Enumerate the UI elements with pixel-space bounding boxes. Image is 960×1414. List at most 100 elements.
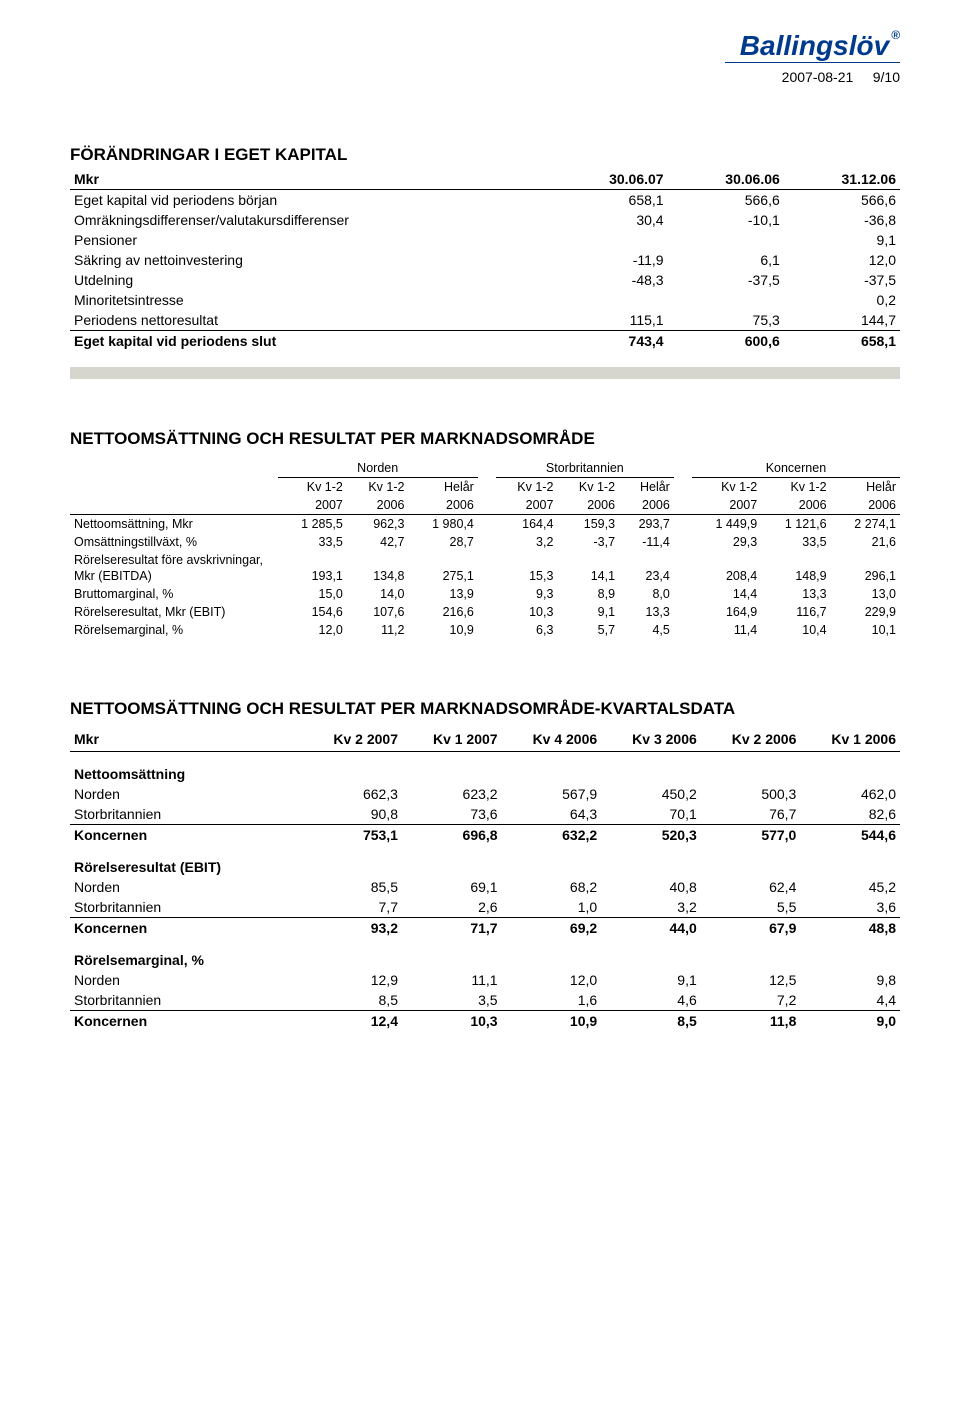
quarterly-cell: 632,2 [502,825,602,846]
market-cell [831,551,900,567]
quarterly-row-label: Storbritannien [70,897,302,918]
market-cell: -3,7 [557,533,619,551]
equity-mkr-label: Mkr [70,169,551,190]
quarterly-cell: 44,0 [601,918,701,939]
market-subheader: Kv 1-2 [496,478,558,497]
logo-name: Ballingslöv [740,30,889,62]
doc-date: 2007-08-21 [782,69,854,85]
market-row-label: Rörelseresultat, Mkr (EBIT) [70,603,278,621]
market-group-header: Koncernen [692,459,900,478]
market-cell [496,551,558,567]
market-cell: 11,2 [347,621,409,639]
market-cell: 13,0 [831,585,900,603]
quarterly-cell: 4,6 [601,990,701,1011]
market-row-label: Mkr (EBITDA) [70,567,278,585]
equity-cell: 566,6 [668,190,784,211]
equity-cell: -36,8 [784,210,900,230]
equity-cell: 9,1 [784,230,900,250]
quarterly-row-label: Storbritannien [70,990,302,1011]
market-cell: 193,1 [278,567,347,585]
quarterly-row-label: Koncernen [70,1011,302,1032]
logo: Ballingslöv ® [725,30,900,63]
page: Ballingslöv ® 2007-08-21 9/10 FÖRÄNDRING… [0,0,960,1071]
quarterly-table: MkrKv 2 2007Kv 1 2007Kv 4 2006Kv 3 2006K… [70,729,900,1031]
quarterly-cell: 12,5 [701,970,801,990]
quarterly-cell: 696,8 [402,825,502,846]
quarterly-cell: 3,2 [601,897,701,918]
market-cell: 1 980,4 [408,515,477,534]
quarterly-row-label: Koncernen [70,918,302,939]
market-cell: 10,4 [761,621,830,639]
quarterly-cell: 69,1 [402,877,502,897]
market-cell: 14,1 [557,567,619,585]
market-cell [347,551,409,567]
equity-row-label: Eget kapital vid periodens början [70,190,551,211]
equity-cell: -37,5 [784,270,900,290]
quarterly-cell: 4,4 [800,990,900,1011]
quarterly-cell: 10,3 [402,1011,502,1032]
equity-cell: 6,1 [668,250,784,270]
market-cell: 12,0 [278,621,347,639]
market-cell: 9,3 [496,585,558,603]
market-cell: 21,6 [831,533,900,551]
market-cell: 4,5 [619,621,674,639]
quarterly-cell: 567,9 [502,784,602,804]
equity-row-label: Eget kapital vid periodens slut [70,331,551,352]
market-subheader: Helår [831,478,900,497]
quarterly-cell: 93,2 [302,918,402,939]
quarterly-cell: 69,2 [502,918,602,939]
market-cell: 13,3 [619,603,674,621]
quarterly-row-label: Koncernen [70,825,302,846]
quarterly-cell: 577,0 [701,825,801,846]
equity-title: FÖRÄNDRINGAR I EGET KAPITAL [70,145,900,165]
equity-cell: 115,1 [551,310,667,331]
quarterly-cell: 71,7 [402,918,502,939]
market-cell: 11,4 [692,621,761,639]
equity-cell: 0,2 [784,290,900,310]
quarterly-cell: 462,0 [800,784,900,804]
market-subheader-year: 2006 [761,496,830,515]
market-cell: 275,1 [408,567,477,585]
market-cell [408,551,477,567]
quarterly-cell: 9,0 [800,1011,900,1032]
quarterly-cell: 500,3 [701,784,801,804]
quarterly-col-header: Kv 2 2007 [302,729,402,752]
quarterly-col-header: Kv 2 2006 [701,729,801,752]
quarterly-section-title: Nettoomsättning [70,752,900,785]
market-cell [557,551,619,567]
quarterly-col-header: Kv 3 2006 [601,729,701,752]
market-cell: 1 285,5 [278,515,347,534]
market-subheader-year: 2006 [347,496,409,515]
equity-cell: 30,4 [551,210,667,230]
quarterly-row-label: Norden [70,970,302,990]
market-group-header: Norden [278,459,478,478]
quarterly-row-label: Norden [70,877,302,897]
market-cell: 164,9 [692,603,761,621]
market-cell: 293,7 [619,515,674,534]
section-divider [70,367,900,379]
quarterly-cell: 45,2 [800,877,900,897]
equity-row-label: Minoritetsintresse [70,290,551,310]
quarterly-cell: 3,5 [402,990,502,1011]
quarterly-cell: 7,7 [302,897,402,918]
market-cell: 148,9 [761,567,830,585]
market-cell [278,551,347,567]
equity-cell: 75,3 [668,310,784,331]
equity-cell [668,290,784,310]
market-subheader-year: 2006 [831,496,900,515]
quarterly-cell: 67,9 [701,918,801,939]
market-cell: 33,5 [761,533,830,551]
market-cell: 3,2 [496,533,558,551]
market-cell: 15,3 [496,567,558,585]
market-cell: 1 449,9 [692,515,761,534]
quarterly-cell: 11,8 [701,1011,801,1032]
quarterly-cell: 10,9 [502,1011,602,1032]
equity-row-label: Omräkningsdifferenser/valutakursdifferen… [70,210,551,230]
equity-cell [551,230,667,250]
market-subheader: Kv 1-2 [692,478,761,497]
quarterly-cell: 5,5 [701,897,801,918]
equity-cell [668,230,784,250]
equity-col-header: 31.12.06 [784,169,900,190]
market-cell: 1 121,6 [761,515,830,534]
market-cell: 2 274,1 [831,515,900,534]
